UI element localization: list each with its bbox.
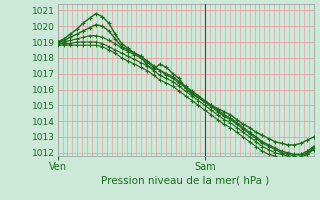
X-axis label: Pression niveau de la mer( hPa ): Pression niveau de la mer( hPa ) [101,176,270,186]
